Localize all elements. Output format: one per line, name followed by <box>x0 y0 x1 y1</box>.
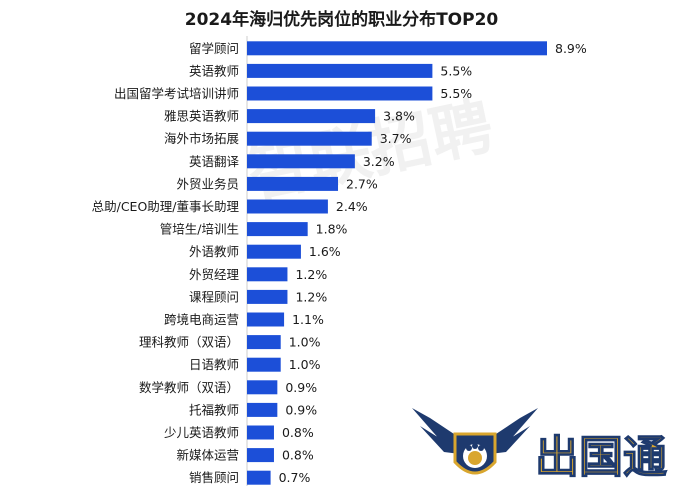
value-label: 5.5% <box>440 86 472 101</box>
value-label: 1.2% <box>295 289 327 304</box>
value-label: 1.0% <box>289 335 321 350</box>
value-label: 3.7% <box>380 131 412 146</box>
value-label: 1.6% <box>309 244 341 259</box>
bar <box>247 109 376 124</box>
category-label: 数学教师（双语） <box>139 380 239 395</box>
category-label: 海外市场拓展 <box>164 131 239 146</box>
bar <box>247 289 288 304</box>
bar <box>247 267 288 282</box>
category-label: 外语教师 <box>189 244 239 259</box>
wing-emblem-icon <box>412 408 538 475</box>
category-label: 外贸经理 <box>189 267 240 282</box>
category-label: 英语翻译 <box>189 154 240 169</box>
value-label: 0.9% <box>285 402 317 417</box>
bar <box>247 380 278 395</box>
value-label: 5.5% <box>440 63 472 78</box>
value-label: 3.2% <box>363 154 395 169</box>
value-label: 2.7% <box>346 176 378 191</box>
bar <box>247 199 328 214</box>
bar <box>247 402 278 417</box>
chart-title: 2024年海归优先岗位的职业分布TOP20 <box>184 10 499 30</box>
bar <box>247 222 308 237</box>
value-label: 1.8% <box>316 222 348 237</box>
bar <box>247 244 301 259</box>
value-label: 2.4% <box>336 199 368 214</box>
bar <box>247 176 339 191</box>
bar <box>247 425 274 440</box>
category-label: 课程顾问 <box>189 289 239 304</box>
category-label: 英语教师 <box>189 63 239 78</box>
bar <box>247 312 285 327</box>
bar <box>247 86 433 101</box>
category-label: 新媒体运营 <box>176 448 239 463</box>
value-label: 1.1% <box>292 312 324 327</box>
category-label: 少儿英语教师 <box>164 425 239 440</box>
category-label: 留学顾问 <box>189 41 239 56</box>
bar <box>247 131 372 146</box>
category-label: 跨境电商运营 <box>164 312 239 327</box>
bar <box>247 63 433 78</box>
value-label: 1.2% <box>295 267 327 282</box>
category-label: 销售顾问 <box>189 470 239 485</box>
bar <box>247 448 274 463</box>
value-label: 1.0% <box>289 357 321 372</box>
bar <box>247 335 281 350</box>
value-label: 0.8% <box>282 448 314 463</box>
category-label: 总助/CEO助理/董事长助理 <box>92 199 240 214</box>
category-label: 管培生/培训生 <box>160 222 239 237</box>
value-label: 3.8% <box>383 109 415 124</box>
value-label: 8.9% <box>555 41 587 56</box>
category-label: 外贸业务员 <box>176 176 239 191</box>
value-label: 0.7% <box>279 470 311 485</box>
category-label: 出国留学考试培训讲师 <box>114 86 239 101</box>
bar <box>247 357 281 372</box>
category-label: 理科教师（双语） <box>139 335 239 350</box>
value-label: 0.8% <box>282 425 314 440</box>
category-label: 日语教师 <box>189 357 239 372</box>
category-label: 雅思英语教师 <box>164 109 239 124</box>
logo-text: 出国通 <box>535 432 667 483</box>
bar <box>247 470 271 485</box>
bar <box>247 154 355 169</box>
bar <box>247 41 547 56</box>
value-label: 0.9% <box>285 380 317 395</box>
brand-logo: 出国通 <box>412 408 668 484</box>
category-label: 托福教师 <box>189 402 239 417</box>
